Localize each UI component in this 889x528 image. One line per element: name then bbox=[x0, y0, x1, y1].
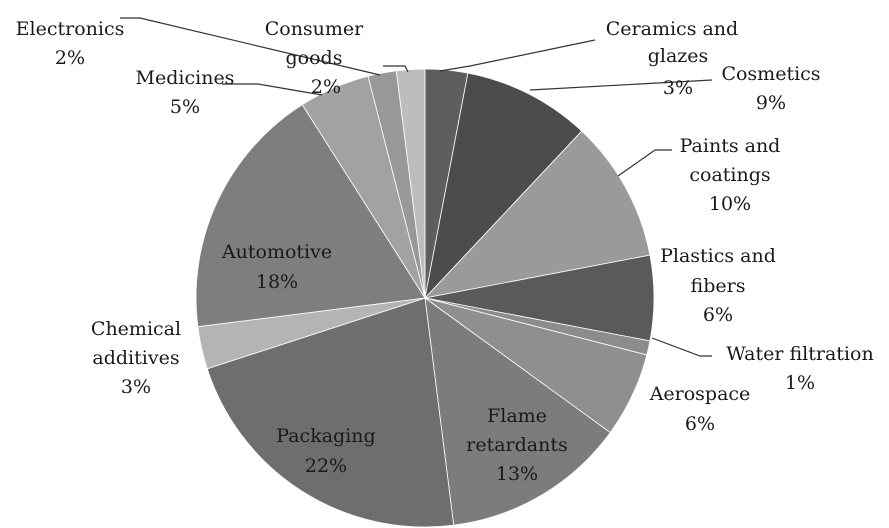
label-flame-retardants: Flame retardants 13% bbox=[466, 405, 568, 485]
label-paints-line-1: Paints and bbox=[680, 135, 781, 157]
label-medicines-value: 5% bbox=[170, 96, 200, 118]
label-water-value: 1% bbox=[785, 372, 815, 394]
label-chemical-value: 3% bbox=[121, 376, 151, 398]
label-consumer-goods: Consumer goods 2% bbox=[265, 18, 364, 98]
label-plastics-line-1: Plastics and bbox=[660, 245, 776, 267]
label-automotive-line-1: Automotive bbox=[221, 241, 332, 263]
slice-electronics bbox=[395, 68, 426, 299]
label-consumer-line-2: goods bbox=[286, 47, 343, 69]
label-packaging: Packaging 22% bbox=[276, 425, 375, 477]
slice-paints-and-coatings bbox=[423, 130, 651, 299]
slice-automotive bbox=[195, 104, 426, 328]
label-chemical-line-1: Chemical bbox=[91, 318, 181, 340]
label-paints-and-coatings: Paints and coatings 10% bbox=[680, 135, 781, 215]
label-flame-line-1: Flame bbox=[487, 405, 547, 427]
label-packaging-line-1: Packaging bbox=[276, 425, 375, 447]
slice-flame-retardants bbox=[424, 297, 611, 526]
label-plastics-line-2: fibers bbox=[691, 275, 746, 297]
label-medicines-line-1: Medicines bbox=[136, 67, 235, 89]
label-flame-value: 13% bbox=[496, 463, 538, 485]
leader-line-paints-and-coatings bbox=[617, 149, 672, 177]
leader-line-electronics bbox=[120, 17, 381, 76]
label-flame-line-2: retardants bbox=[466, 434, 568, 456]
label-water-filtration: Water filtration 1% bbox=[726, 343, 873, 394]
label-aerospace-value: 6% bbox=[685, 413, 715, 435]
label-electronics-value: 2% bbox=[55, 47, 85, 69]
label-chemical-additives: Chemical additives 3% bbox=[91, 318, 181, 398]
label-paints-line-2: coatings bbox=[689, 164, 770, 186]
label-ceramics-line-2: glazes bbox=[648, 45, 709, 67]
slice-packaging bbox=[206, 297, 455, 528]
label-plastics-value: 6% bbox=[703, 304, 733, 326]
label-consumer-line-1: Consumer bbox=[265, 18, 364, 40]
label-electronics-line-1: Electronics bbox=[16, 18, 125, 40]
label-electronics: Electronics 2% bbox=[16, 18, 125, 69]
label-automotive: Automotive 18% bbox=[221, 241, 332, 293]
label-packaging-value: 22% bbox=[305, 455, 347, 477]
label-chemical-line-2: additives bbox=[92, 347, 179, 369]
label-paints-value: 10% bbox=[709, 193, 751, 215]
label-cosmetics-line-1: Cosmetics bbox=[721, 63, 820, 85]
label-aerospace-line-1: Aerospace bbox=[649, 383, 751, 405]
leader-lines bbox=[120, 17, 713, 357]
leader-line-consumer-goods bbox=[383, 65, 409, 73]
label-consumer-value: 2% bbox=[311, 76, 341, 98]
slice-cosmetics bbox=[424, 72, 583, 300]
label-plastics-and-fibers: Plastics and fibers 6% bbox=[660, 245, 776, 326]
label-automotive-value: 18% bbox=[256, 271, 298, 293]
label-medicines: Medicines 5% bbox=[136, 67, 235, 118]
leader-line-ceramics-and-glazes bbox=[439, 39, 596, 72]
leader-line-water-filtration bbox=[651, 337, 712, 357]
pie-slices bbox=[195, 68, 655, 528]
label-cosmetics-value: 9% bbox=[756, 92, 786, 114]
label-aerospace: Aerospace 6% bbox=[649, 383, 751, 435]
label-ceramics-line-1: Ceramics and bbox=[606, 18, 738, 40]
label-water-line-1: Water filtration bbox=[726, 343, 873, 365]
label-ceramics-value: 3% bbox=[663, 77, 693, 99]
leader-line-cosmetics bbox=[529, 79, 713, 91]
label-cosmetics: Cosmetics 9% bbox=[721, 63, 820, 114]
label-ceramics-and-glazes: Ceramics and glazes 3% bbox=[606, 18, 738, 99]
leader-line-medicines bbox=[222, 83, 323, 96]
